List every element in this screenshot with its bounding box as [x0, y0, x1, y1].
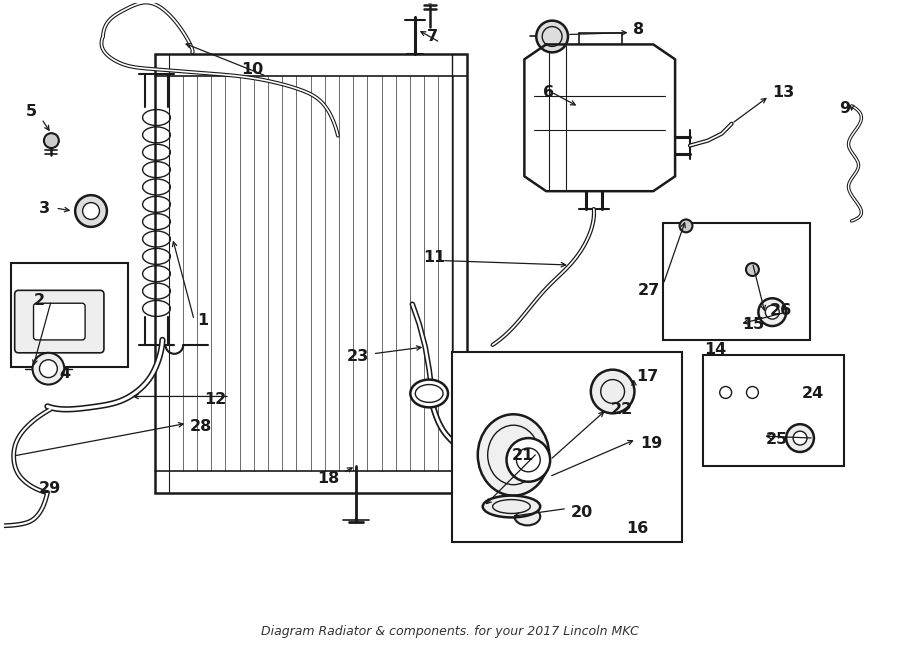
Text: 19: 19 [641, 436, 662, 451]
Text: 17: 17 [636, 369, 659, 384]
Text: 1: 1 [197, 312, 208, 328]
FancyBboxPatch shape [14, 291, 104, 353]
Bar [155, 54, 467, 493]
Text: 7: 7 [427, 29, 438, 44]
Polygon shape [525, 44, 675, 191]
Circle shape [44, 133, 58, 148]
Circle shape [765, 305, 779, 319]
Circle shape [759, 299, 787, 326]
Text: 25: 25 [765, 432, 788, 447]
Circle shape [787, 424, 814, 452]
Text: 28: 28 [190, 418, 212, 434]
Circle shape [76, 195, 107, 227]
Text: 20: 20 [571, 505, 593, 520]
Ellipse shape [515, 508, 540, 526]
FancyBboxPatch shape [33, 303, 86, 340]
Text: 27: 27 [638, 283, 661, 298]
Ellipse shape [482, 496, 540, 518]
Circle shape [793, 431, 807, 445]
Circle shape [680, 219, 692, 232]
Circle shape [746, 263, 759, 276]
Text: Diagram Radiator & components. for your 2017 Lincoln MKC: Diagram Radiator & components. for your … [261, 625, 639, 638]
Circle shape [720, 387, 732, 399]
Circle shape [427, 0, 434, 3]
Circle shape [590, 369, 634, 413]
Bar [452, 352, 682, 542]
Text: 3: 3 [39, 201, 50, 216]
Text: 29: 29 [39, 481, 61, 496]
Text: 18: 18 [317, 471, 339, 487]
Text: 16: 16 [626, 521, 649, 536]
Text: 2: 2 [33, 293, 45, 308]
Text: 23: 23 [346, 350, 369, 364]
Text: 21: 21 [512, 448, 535, 463]
Circle shape [32, 353, 64, 385]
Text: 22: 22 [610, 402, 633, 417]
Circle shape [40, 359, 58, 377]
Circle shape [83, 203, 100, 219]
Text: 11: 11 [423, 250, 445, 265]
Text: 6: 6 [543, 85, 554, 99]
Text: 24: 24 [802, 386, 824, 401]
Circle shape [517, 448, 540, 472]
Ellipse shape [478, 414, 549, 496]
Text: 10: 10 [241, 62, 264, 77]
Text: 12: 12 [204, 392, 227, 407]
Ellipse shape [410, 379, 448, 407]
Text: 9: 9 [839, 101, 850, 117]
Circle shape [507, 438, 550, 482]
Text: 8: 8 [634, 22, 644, 37]
Text: 26: 26 [770, 303, 791, 318]
Text: 5: 5 [25, 105, 37, 119]
Circle shape [536, 21, 568, 52]
Text: 15: 15 [742, 316, 765, 332]
Text: 4: 4 [59, 366, 71, 381]
Circle shape [746, 387, 759, 399]
Bar [663, 223, 810, 340]
Bar [703, 355, 843, 466]
Bar [11, 263, 128, 367]
Text: 14: 14 [705, 342, 727, 357]
Text: 13: 13 [772, 85, 795, 99]
